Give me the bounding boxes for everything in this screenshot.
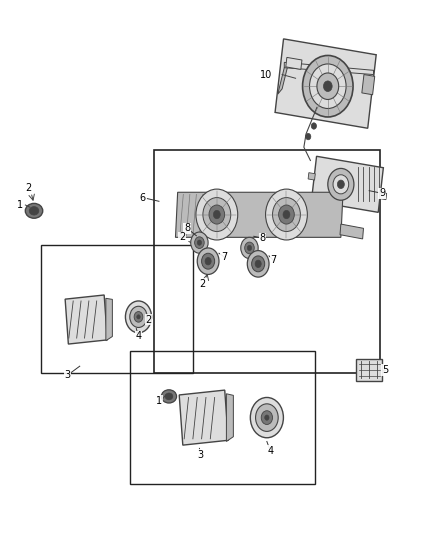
Text: 7: 7 — [270, 255, 276, 265]
Text: 9: 9 — [379, 188, 385, 198]
Circle shape — [279, 205, 294, 224]
Circle shape — [247, 251, 269, 277]
Circle shape — [306, 133, 311, 140]
Circle shape — [265, 189, 307, 240]
Circle shape — [333, 175, 349, 194]
Circle shape — [317, 73, 339, 100]
Circle shape — [255, 404, 278, 431]
Polygon shape — [379, 192, 387, 200]
Text: 1: 1 — [17, 200, 23, 210]
Polygon shape — [311, 156, 383, 212]
Circle shape — [303, 55, 353, 117]
Text: 10: 10 — [260, 70, 272, 79]
Polygon shape — [356, 359, 382, 381]
Circle shape — [245, 242, 254, 254]
Ellipse shape — [25, 204, 43, 218]
Polygon shape — [278, 62, 289, 94]
Circle shape — [191, 232, 208, 253]
Circle shape — [272, 198, 300, 231]
Text: 6: 6 — [140, 192, 146, 203]
Circle shape — [194, 237, 204, 248]
Polygon shape — [226, 394, 233, 441]
Ellipse shape — [165, 393, 173, 400]
Circle shape — [130, 306, 147, 327]
Circle shape — [247, 245, 252, 251]
Text: 8: 8 — [259, 233, 265, 244]
Text: 2: 2 — [26, 183, 32, 193]
Ellipse shape — [161, 390, 177, 403]
Text: 4: 4 — [267, 446, 273, 456]
Polygon shape — [275, 39, 376, 128]
Polygon shape — [362, 75, 375, 95]
Polygon shape — [308, 173, 315, 180]
Circle shape — [197, 248, 219, 274]
Polygon shape — [286, 58, 302, 69]
Circle shape — [134, 312, 143, 322]
Circle shape — [201, 253, 215, 269]
Polygon shape — [179, 390, 228, 445]
Text: 3: 3 — [198, 450, 204, 460]
Circle shape — [251, 398, 283, 438]
Text: 1: 1 — [156, 396, 162, 406]
Text: 2: 2 — [145, 314, 152, 325]
Circle shape — [255, 260, 261, 268]
Circle shape — [241, 237, 258, 259]
Circle shape — [328, 168, 354, 200]
Circle shape — [196, 189, 238, 240]
Circle shape — [197, 240, 201, 245]
Circle shape — [137, 315, 140, 319]
Text: 8: 8 — [184, 223, 190, 233]
Ellipse shape — [29, 207, 39, 215]
Polygon shape — [340, 224, 364, 239]
Circle shape — [283, 211, 290, 219]
Polygon shape — [176, 192, 343, 237]
Circle shape — [337, 180, 344, 189]
Circle shape — [311, 123, 317, 129]
Circle shape — [252, 256, 265, 272]
Text: 2: 2 — [179, 232, 185, 243]
Circle shape — [205, 257, 211, 265]
Circle shape — [265, 415, 269, 420]
Text: 2: 2 — [199, 279, 205, 289]
Text: 4: 4 — [135, 332, 141, 342]
Polygon shape — [106, 298, 113, 341]
Text: 3: 3 — [64, 370, 71, 380]
Circle shape — [310, 64, 346, 109]
Text: 5: 5 — [382, 365, 389, 375]
Circle shape — [125, 301, 152, 333]
Circle shape — [203, 198, 231, 231]
Circle shape — [209, 205, 225, 224]
Polygon shape — [65, 295, 107, 344]
Text: 7: 7 — [221, 252, 227, 262]
Circle shape — [213, 211, 220, 219]
Circle shape — [261, 411, 272, 424]
Polygon shape — [284, 62, 374, 75]
Circle shape — [323, 81, 332, 92]
